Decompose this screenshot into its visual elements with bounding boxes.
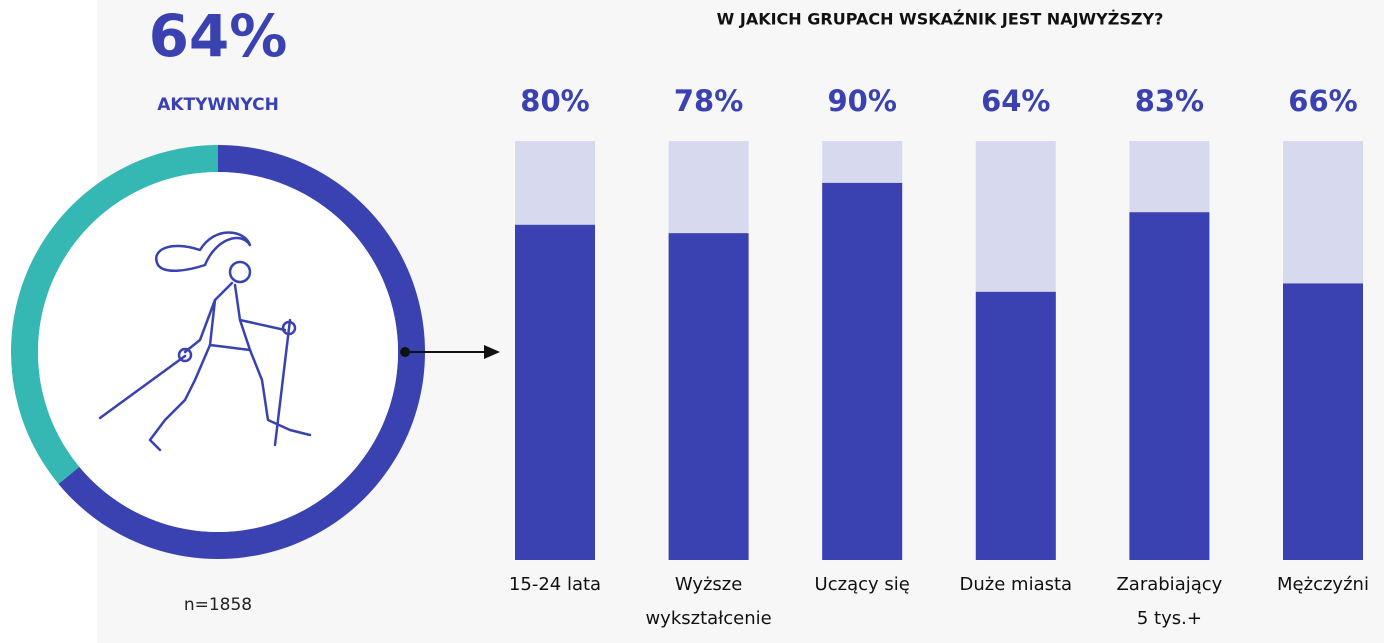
chart-title: W JAKICH GRUPACH WSKAŹNIK JEST NAJWYŻSZY… — [717, 10, 1164, 29]
category-label: Wyższe — [675, 574, 742, 595]
bar — [975, 291, 1056, 560]
category-label: 5 tys.+ — [1137, 608, 1202, 629]
bar — [822, 182, 903, 560]
value-label: 80% — [520, 84, 589, 118]
value-label: 66% — [1288, 84, 1357, 118]
bar — [1129, 212, 1210, 561]
sample-note: n=1858 — [184, 595, 252, 615]
value-label: 83% — [1135, 84, 1204, 118]
category-label: 15-24 lata — [509, 574, 601, 595]
value-label: 64% — [981, 84, 1050, 118]
donut-segment — [10, 145, 218, 484]
arrow-head — [484, 345, 500, 359]
headline-value: 64% — [149, 2, 288, 70]
category-label: Mężczyźni — [1277, 574, 1369, 595]
headline-label: AKTYWNYCH — [157, 95, 279, 115]
value-label: 90% — [827, 84, 896, 118]
donut-segment — [58, 145, 425, 559]
value-label: 78% — [674, 84, 743, 118]
bar — [515, 224, 595, 561]
category-label: Duże miasta — [960, 574, 1073, 595]
category-label: Uczący się — [815, 574, 910, 595]
category-label: Zarabiający — [1116, 574, 1222, 595]
bar — [1283, 283, 1363, 560]
category-label: wykształcenie — [645, 608, 771, 629]
hiker-icon — [98, 231, 312, 452]
donut-hole — [38, 172, 398, 532]
bar — [668, 233, 749, 560]
